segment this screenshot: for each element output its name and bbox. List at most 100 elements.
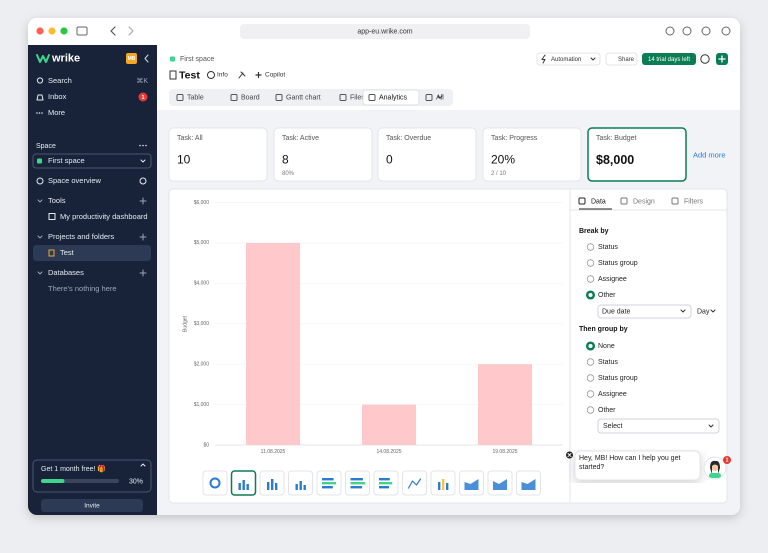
breadcrumb[interactable]: First space [180,56,214,63]
tab[interactable]: Table [187,94,204,101]
radio-label[interactable]: Other [598,292,616,299]
day[interactable]: Day [697,309,710,316]
section-title[interactable]: Databases [48,268,84,277]
browser-icon[interactable] [665,26,675,36]
avatar [126,53,137,64]
panel-tab[interactable]: Data [591,198,606,205]
kpi-card[interactable] [168,127,268,182]
traffic-light[interactable] [36,27,44,35]
tab[interactable]: Board [241,94,260,101]
settings-icon[interactable] [139,177,147,185]
select-chevron [710,309,716,313]
radio-label[interactable]: Status [598,359,618,366]
radio[interactable] [586,259,595,267]
kpi-card[interactable] [587,127,687,182]
url-bar[interactable] [240,24,530,39]
radio[interactable] [586,243,595,251]
kpi-card[interactable] [482,127,582,182]
radio[interactable] [585,341,596,351]
radio[interactable] [586,358,595,366]
add-more[interactable]: Add more [693,150,726,159]
chart-type-glyph [350,478,363,481]
radio[interactable] [586,374,595,382]
radio[interactable] [585,290,596,300]
y-tick-label: $6,000 [194,200,210,206]
more[interactable]: More [48,108,65,117]
collapse-sidebar[interactable] [144,54,149,63]
radio-label[interactable]: Assignee [598,391,627,398]
avatar-initials: MB [128,56,136,62]
assistant-shirt [709,473,721,478]
tab-icon [425,94,433,101]
back-arrow[interactable] [110,26,116,36]
radio-label[interactable]: Assignee [598,276,627,283]
chart-type-glyph [246,484,249,490]
share[interactable]: Share [618,57,635,63]
info-icon [207,71,215,79]
info[interactable]: Info [217,72,228,79]
kpi-card[interactable] [273,127,373,182]
pin-icon[interactable] [238,71,246,79]
tab[interactable]: Files [350,94,365,101]
panel-tab[interactable]: Filters [684,198,704,205]
browser-icon[interactable] [682,26,692,36]
trial[interactable]: 14 trial days left [648,57,690,63]
section-title[interactable]: Projects and folders [48,232,115,241]
y-axis-label: Budget [182,315,188,331]
url[interactable]: app-eu.wrike.com [357,28,412,35]
chart-type-option[interactable] [487,470,513,496]
x-tick-label: 19.08.2025 [492,449,517,455]
help-icon[interactable] [700,54,710,64]
break-by: Break by [579,228,609,235]
trial-button[interactable] [642,53,696,65]
chart-type-glyph [379,482,393,485]
radio-label[interactable]: Status group [598,375,638,382]
copilot[interactable]: Copilot [265,72,285,79]
radio[interactable] [586,406,595,414]
panel-tab[interactable]: Design [633,198,655,205]
add-icon [139,197,147,205]
traffic-light[interactable] [60,27,68,35]
radio[interactable] [586,275,595,283]
radio[interactable] [586,390,595,398]
y-tick-label: $0 [203,442,209,448]
automation-icon [541,54,546,64]
share-button[interactable] [605,52,638,66]
automation-button[interactable] [536,52,601,66]
traffic-light[interactable] [48,27,56,35]
section-title[interactable]: Tools [48,196,66,205]
kpi-value: 0 [386,153,393,167]
tab-icon [275,94,283,101]
chat-close-x[interactable] [567,453,572,457]
inbox[interactable]: Inbox [48,92,67,101]
due-date-select[interactable] [597,304,692,319]
tool-item[interactable]: My productivity dashboard [60,212,148,221]
radio-label[interactable]: Other [598,407,616,414]
search[interactable]: Search [48,76,72,85]
tab-active[interactable]: Analytics [379,94,408,101]
automation[interactable]: Automation [551,57,581,63]
radio-label[interactable]: Status group [598,260,638,267]
panel-tab-icon [578,197,586,205]
forward-arrow[interactable] [128,26,134,36]
kpi-card[interactable] [377,127,477,182]
chart-type-option[interactable] [202,470,228,496]
browser-icon[interactable] [721,26,731,36]
kpi-value: 10 [177,153,191,167]
chart-type-option[interactable] [516,470,541,496]
kpi-label: Task: All [177,135,203,142]
sidebar-toggle[interactable] [76,26,88,36]
radio-label[interactable]: None [598,343,615,350]
radio-label[interactable]: Status [598,244,618,251]
chart-type-option[interactable] [459,470,484,496]
tab[interactable]: Gantt chart [286,94,321,101]
y-tick-label: $5,000 [194,240,210,246]
project-row[interactable] [33,245,151,261]
chart-type-glyph [379,478,390,481]
space-overview[interactable]: Space overview [48,176,102,185]
browser-icon[interactable] [701,26,711,36]
space-select[interactable] [32,153,152,169]
group-select[interactable] [597,418,720,434]
invite-button[interactable] [41,499,143,512]
invite[interactable]: Invite [84,503,100,510]
